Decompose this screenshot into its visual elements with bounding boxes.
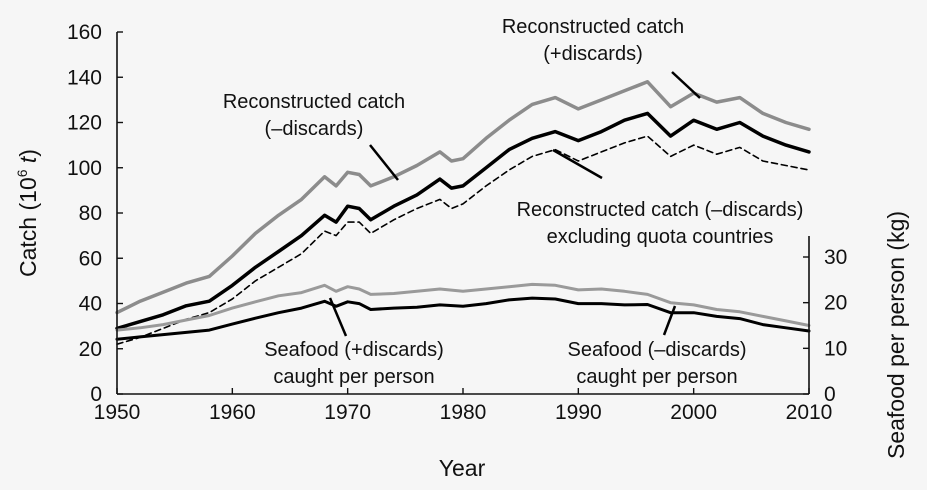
annotation-excluding-quota-line1: Reconstructed catch (–discards): [517, 199, 804, 221]
y-tick-label-80: 80: [79, 202, 102, 225]
annotation-leaders: [328, 71, 701, 337]
annotation-seafood-minus-discards-line1: Seafood (–discards): [568, 339, 747, 361]
x-tick-label-1970: 1970: [324, 401, 371, 424]
y-tick-label-160: 160: [67, 21, 102, 44]
annotation-leader-catch-plus-discards: [671, 71, 701, 99]
y-tick-label-120: 120: [67, 112, 102, 135]
annotation-catch-plus-discards-line1: Reconstructed catch: [502, 16, 684, 38]
x-tick-label-2010: 2010: [786, 401, 833, 424]
x-tick-label-1980: 1980: [440, 401, 487, 424]
y2-tick-label-10: 10: [824, 337, 847, 360]
tick-labels: 1950 1960 1970 1980 1990 2000 2010020406080100…: [67, 21, 847, 424]
series-line-reconstructed-catch-discards: [115, 111, 811, 331]
annotation-leader-catch-minus-discards-left: [369, 144, 399, 181]
annotation-leader-catch-minus-discards-right: [552, 148, 603, 180]
y-tick-label-100: 100: [67, 157, 102, 180]
annotation-catch-minus-discards-line2: (–discards): [265, 118, 364, 140]
annotation-excluding-quota-line2: excluding quota countries: [547, 226, 774, 248]
series-line-seafood-discards-caught-per-person: [115, 282, 811, 332]
y-axis-title-close: ): [15, 149, 41, 157]
y2-axis-title: Seafood per person (kg): [883, 211, 909, 459]
y-axis-title-unit: t: [15, 155, 41, 163]
annotation-seafood-minus-discards-line2: caught per person: [576, 366, 737, 388]
y-tick-label-40: 40: [79, 293, 102, 316]
y-tick-label-60: 60: [79, 247, 102, 270]
x-tick-label-1990: 1990: [555, 401, 602, 424]
annotation-seafood-plus-discards-line2: caught per person: [273, 366, 434, 388]
annotation-catch-minus-discards-line1: Reconstructed catch: [223, 91, 405, 113]
y-tick-label-140: 140: [67, 66, 102, 89]
y-axis-title-main: Catch (10: [15, 177, 41, 277]
series-line-reconstructed-catch-discards: [115, 80, 811, 315]
y-axis-title-exponent: 6: [14, 169, 30, 177]
y2-tick-label-30: 30: [824, 246, 847, 269]
series-line-seafood-discards-caught-per-person: [115, 296, 811, 341]
x-tick-label-1960: 1960: [209, 401, 256, 424]
series-line-reconstructed-catch-discards-excluding-quota-countries: [116, 135, 810, 345]
annotation-seafood-plus-discards-line1: Seafood (+discards): [264, 339, 444, 361]
y2-tick-label-20: 20: [824, 292, 847, 315]
y2-tick-label-0: 0: [824, 383, 836, 406]
annotation-leader-seafood-minus-discards: [662, 305, 677, 336]
series-lines: [115, 80, 811, 345]
annotation-catch-plus-discards-line2: (+discards): [543, 43, 642, 65]
x-tick-label-1950: 1950: [94, 401, 141, 424]
y-tick-label-20: 20: [79, 338, 102, 361]
annotation-leader-seafood-plus-discards: [328, 297, 348, 337]
y-axis-title: Catch (106 t): [14, 149, 41, 277]
y-tick-label-0: 0: [90, 383, 102, 406]
x-axis-title: Year: [439, 455, 486, 481]
x-tick-label-2000: 2000: [670, 401, 717, 424]
